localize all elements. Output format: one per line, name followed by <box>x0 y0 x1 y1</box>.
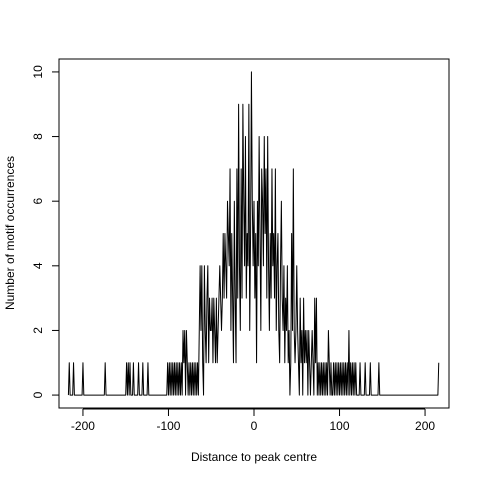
y-tick-label: 4 <box>31 262 45 269</box>
series-line <box>67 71 440 396</box>
y-tick-label: 10 <box>31 65 45 79</box>
x-tick-label: -200 <box>71 419 95 433</box>
y-tick-label: 0 <box>31 391 45 398</box>
y-axis-title: Number of motif occurrences <box>3 156 17 310</box>
x-tick-label: 0 <box>251 419 258 433</box>
x-axis-title: Distance to peak centre <box>191 450 317 464</box>
y-tick-label: 6 <box>31 198 45 205</box>
y-tick-label: 2 <box>31 327 45 334</box>
y-tick-label: 8 <box>31 133 45 140</box>
x-tick-label: 200 <box>415 419 435 433</box>
x-tick-label: 100 <box>330 419 350 433</box>
x-tick-label: -100 <box>156 419 180 433</box>
y-axis: 0 2 4 6 8 10 <box>31 65 60 398</box>
x-axis: -200 -100 0 100 200 <box>71 408 435 433</box>
